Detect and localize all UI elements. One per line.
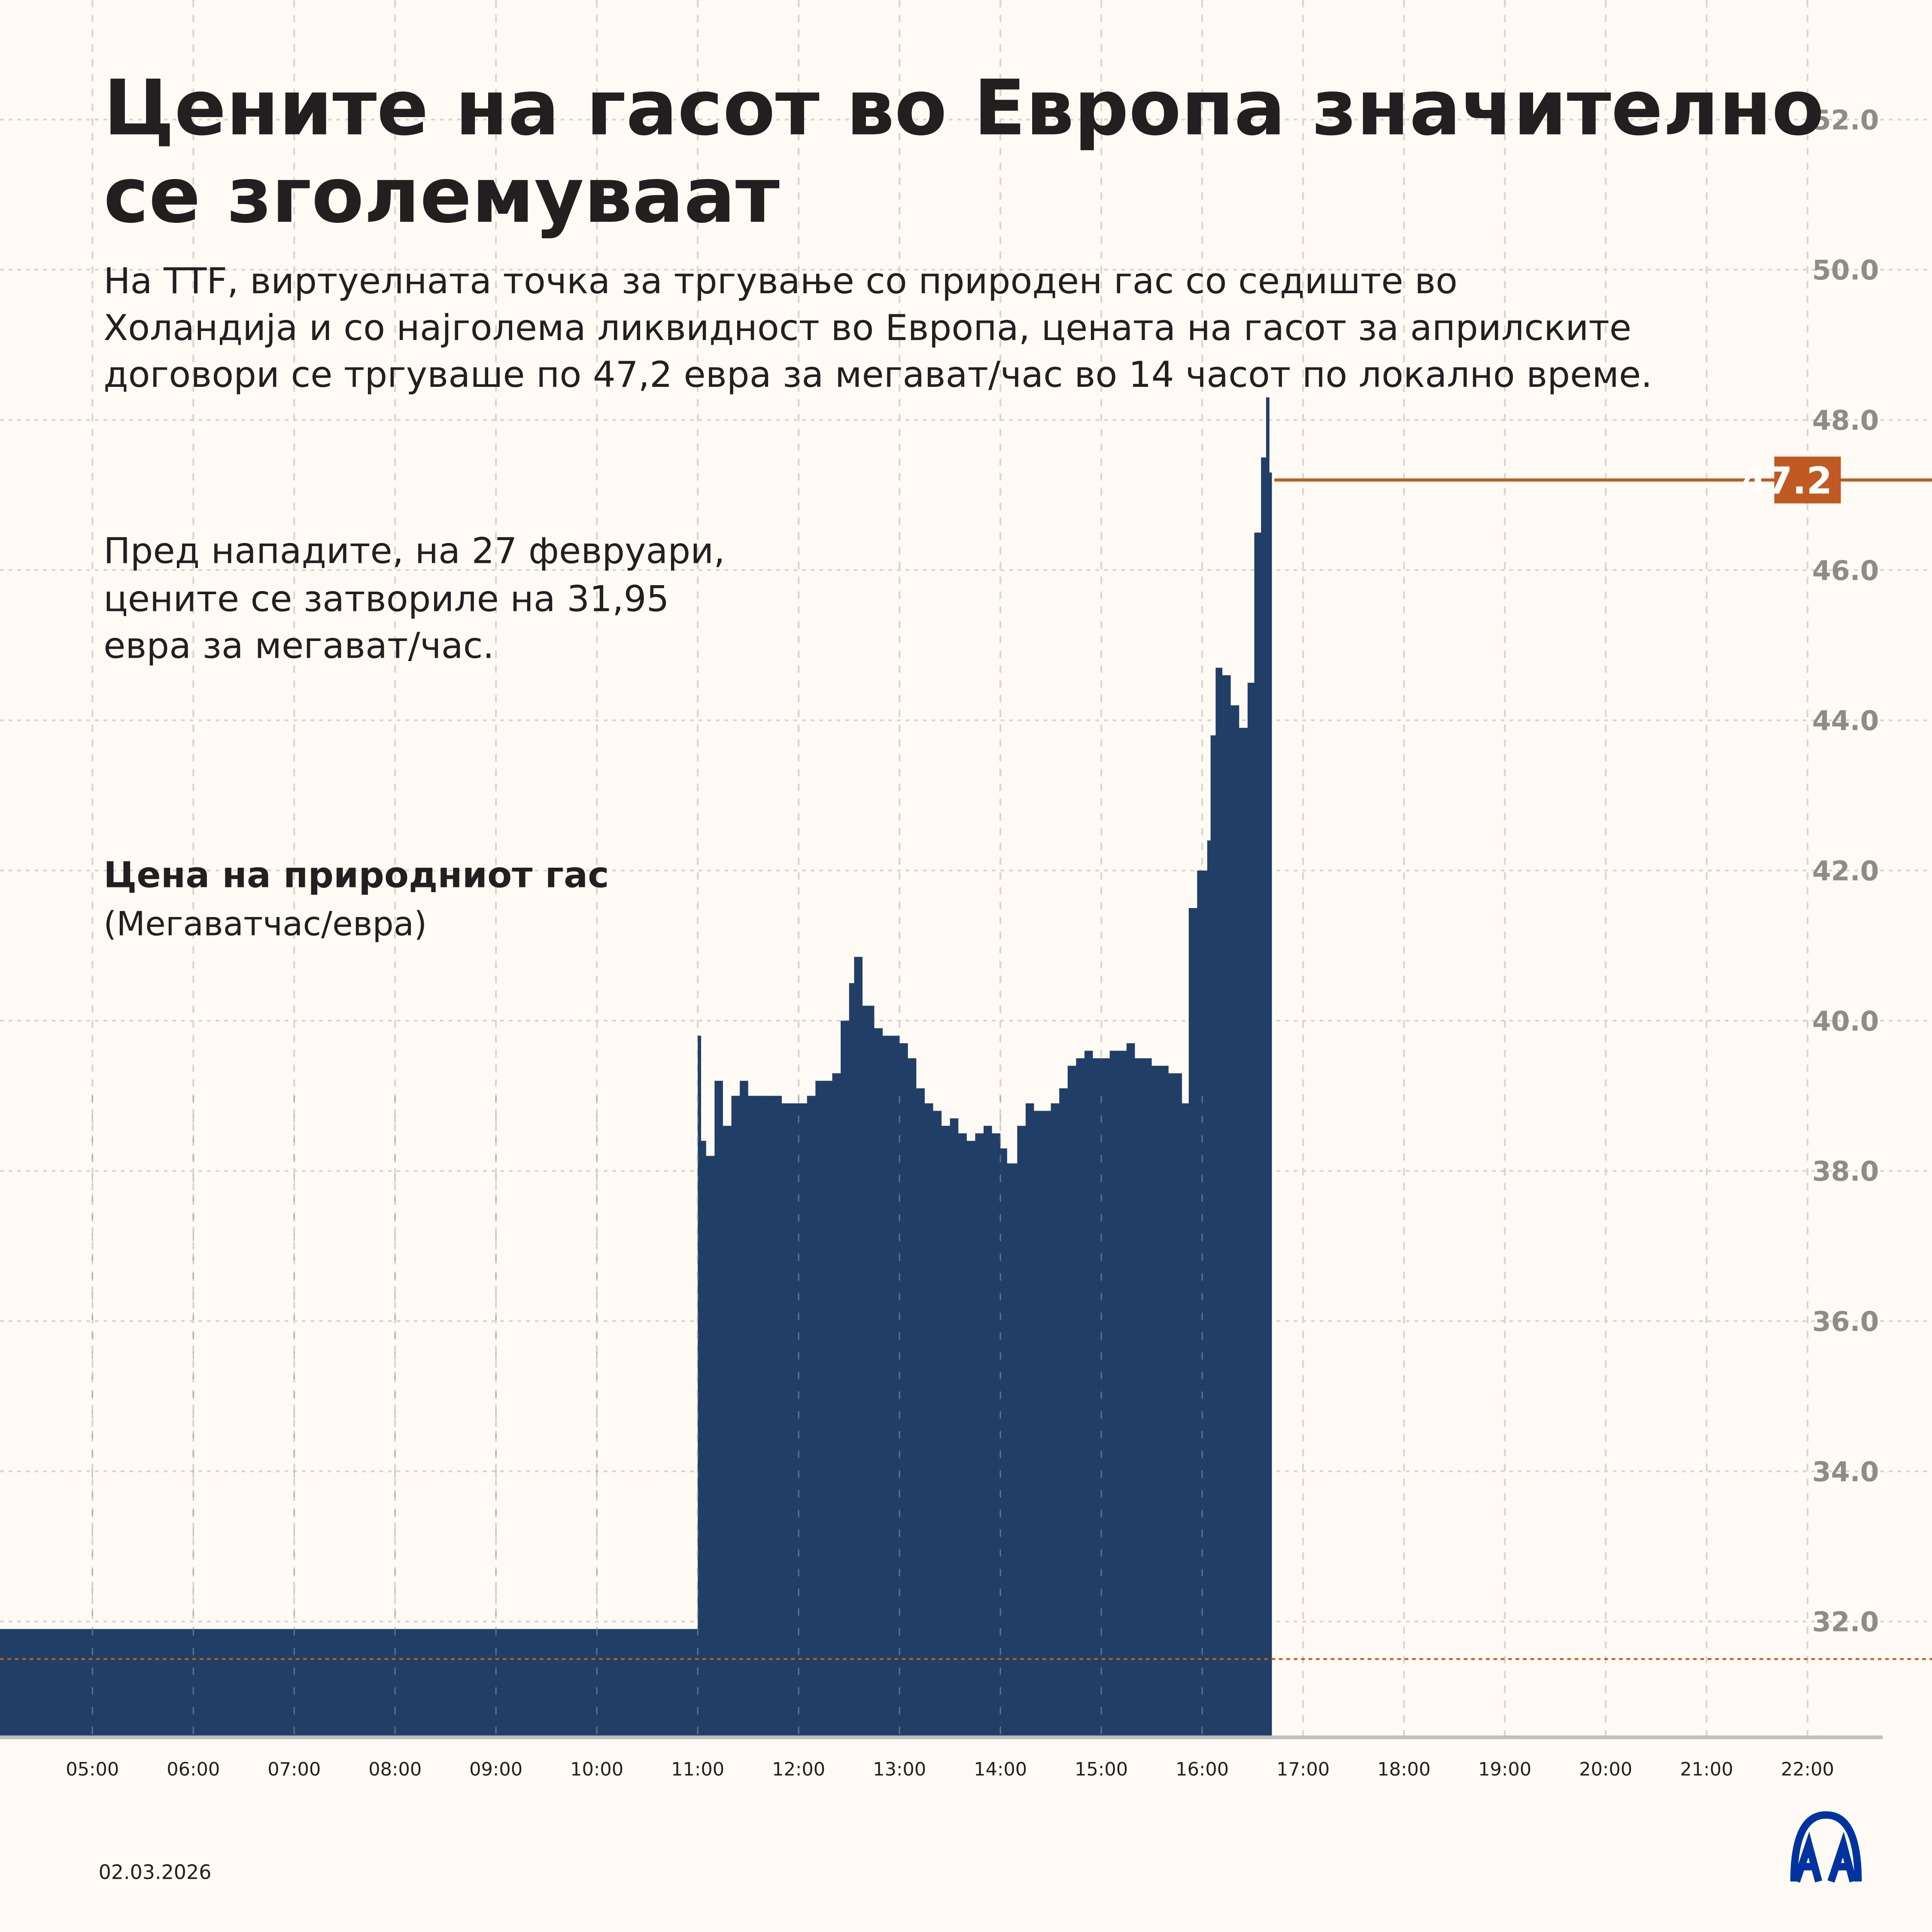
x-tick-label: 07:00 <box>267 1759 321 1780</box>
last-value-label: 47.2 <box>1741 460 1832 503</box>
annotation-line-3: евра за мегават/час. <box>103 625 494 667</box>
x-tick-label: 21:00 <box>1680 1759 1733 1780</box>
data-point <box>1222 675 1223 676</box>
aa-logo <box>1790 1811 1862 1883</box>
x-tick-label: 18:00 <box>1377 1759 1431 1780</box>
x-tick-label: 17:00 <box>1276 1759 1330 1780</box>
data-point <box>1266 397 1267 398</box>
x-tick-label: 22:00 <box>1781 1759 1834 1780</box>
y-tick-label: 46.0 <box>1812 555 1879 586</box>
y-tick-label: 44.0 <box>1812 705 1879 737</box>
price-area-path <box>0 397 1272 1738</box>
data-point <box>874 1028 875 1029</box>
y-tick-label: 34.0 <box>1812 1456 1879 1488</box>
x-tick-label: 10:00 <box>570 1759 623 1780</box>
y-tick-label: 50.0 <box>1812 254 1879 286</box>
annotation-line-2: цените се затвориле на 31,95 <box>103 578 669 620</box>
annotation-line-1: Пред нападите, на 27 февруари, <box>103 530 725 572</box>
x-tick-label: 14:00 <box>974 1759 1027 1780</box>
x-tick-label: 06:00 <box>167 1759 220 1780</box>
data-point <box>1269 472 1270 473</box>
x-tick-label: 05:00 <box>66 1759 119 1780</box>
data-point <box>899 1043 900 1044</box>
price-area <box>0 397 1272 1738</box>
overlay: 47.2 <box>0 456 1932 1739</box>
data-point <box>1059 1088 1060 1089</box>
title-line-1: Цените на гасот во Европа значително <box>103 64 1824 152</box>
series-unit: (Мегаватчас/евра) <box>103 905 427 943</box>
y-tick-label: 42.0 <box>1812 855 1879 887</box>
subtitle-line-3: договори се тргуваше по 47,2 евра за мег… <box>103 354 1652 395</box>
y-tick-label: 32.0 <box>1812 1606 1879 1638</box>
x-tick-label: 15:00 <box>1075 1759 1128 1780</box>
title-line-2: се зголемуваат <box>103 151 780 240</box>
y-tick-label: 52.0 <box>1812 104 1879 136</box>
data-point <box>958 1133 959 1134</box>
data-point <box>1143 1058 1144 1059</box>
data-point <box>1168 1073 1169 1074</box>
x-tick-label: 16:00 <box>1176 1759 1229 1780</box>
subtitle-line-1: На TTF, виртуелната точка за тргување со… <box>103 260 1458 302</box>
y-tick-label: 38.0 <box>1812 1155 1879 1187</box>
grid: 32.0 34.0 36.0 38.0 40.0 42.0 44.0 46.0 48.0 50.0… <box>0 0 1932 1780</box>
series-label: Цена на природниот гас <box>103 854 609 896</box>
y-tick-label: 40.0 <box>1812 1005 1879 1037</box>
data-point <box>1207 840 1208 841</box>
date: 02.03.2026 <box>99 1861 212 1884</box>
y-tick-label: 48.0 <box>1812 404 1879 436</box>
x-tick-label: 13:00 <box>873 1759 926 1780</box>
data-point <box>916 1088 917 1089</box>
x-tick-label: 11:00 <box>671 1759 724 1780</box>
data-point <box>1000 1148 1001 1149</box>
last-value-badge <box>1774 456 1841 504</box>
x-tick-label: 20:00 <box>1579 1759 1632 1780</box>
y-tick-label: 36.0 <box>1812 1306 1879 1337</box>
subtitle-line-2: Холандија и со најголема ликвидност во Е… <box>103 307 1631 349</box>
data-point <box>1254 532 1255 533</box>
x-tick-label: 19:00 <box>1478 1759 1531 1780</box>
x-tick-label: 09:00 <box>469 1759 522 1780</box>
data-point <box>1101 1058 1102 1059</box>
x-tick-label: 12:00 <box>772 1759 825 1780</box>
x-tick-label: 08:00 <box>368 1759 422 1780</box>
